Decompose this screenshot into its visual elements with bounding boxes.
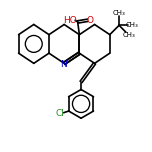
Text: Cl: Cl: [56, 109, 65, 118]
Text: N: N: [60, 60, 67, 69]
Text: CH₃: CH₃: [123, 32, 135, 38]
Text: CH₃: CH₃: [126, 22, 139, 28]
Text: HO: HO: [63, 16, 77, 25]
Text: CH₃: CH₃: [113, 10, 125, 16]
Text: O: O: [87, 16, 94, 25]
